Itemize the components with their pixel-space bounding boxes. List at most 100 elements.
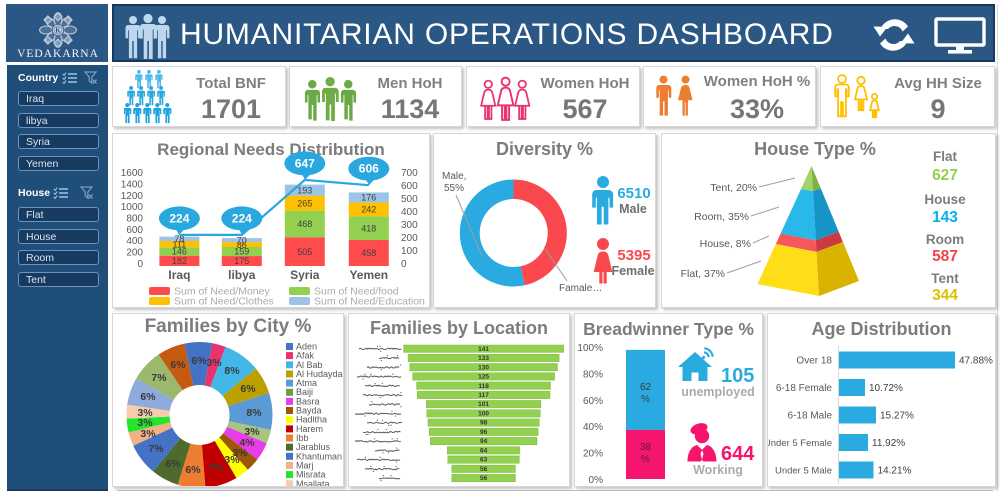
svg-text:libya: libya (228, 268, 256, 282)
svg-text:55%: 55% (444, 183, 464, 194)
svg-text:344: 344 (932, 287, 958, 304)
svg-text:Working: Working (693, 463, 743, 477)
svg-text:Sum of Need/Education: Sum of Need/Education (314, 296, 425, 308)
svg-text:VEDAKARNA: VEDAKARNA (17, 48, 99, 60)
svg-text:Under 5 Male: Under 5 Male (775, 466, 832, 477)
svg-text:182: 182 (172, 256, 187, 266)
svg-text:300: 300 (401, 220, 418, 231)
svg-text:627: 627 (932, 167, 958, 184)
svg-text:Famale…: Famale… (559, 283, 602, 294)
svg-text:7%: 7% (151, 372, 167, 384)
svg-text:62: 62 (640, 382, 652, 393)
svg-text:130: 130 (478, 364, 489, 371)
svg-text:6-18 Male: 6-18 Male (788, 411, 833, 422)
svg-text:11.92%: 11.92% (872, 438, 905, 449)
svg-text:600: 600 (401, 181, 418, 192)
svg-text:6%: 6% (240, 383, 256, 395)
svg-text:500: 500 (401, 194, 418, 205)
svg-text:5395: 5395 (617, 247, 650, 264)
svg-text:100: 100 (478, 410, 489, 417)
svg-text:Syria: Syria (290, 268, 320, 282)
svg-text:400: 400 (126, 236, 143, 247)
svg-text:700: 700 (401, 168, 418, 179)
svg-text:Male,: Male, (442, 171, 466, 182)
svg-text:200: 200 (126, 248, 143, 259)
svg-text:3%: 3% (224, 454, 240, 466)
svg-text:Al Hudaydah: Al Hudaydah (296, 369, 343, 379)
svg-text:Basra: Basra (296, 396, 320, 406)
svg-text:10.72%: 10.72% (869, 383, 903, 394)
svg-text:78: 78 (174, 234, 184, 244)
svg-text:3%: 3% (206, 357, 222, 369)
svg-text:%: % (641, 454, 650, 465)
svg-text:0: 0 (137, 259, 143, 270)
svg-text:458: 458 (361, 248, 376, 258)
svg-text:8%: 8% (246, 407, 262, 419)
svg-text:Iraq: Iraq (168, 268, 190, 282)
svg-text:242: 242 (361, 205, 376, 215)
svg-text:6%: 6% (140, 391, 156, 403)
svg-text:Aden: Aden (296, 342, 317, 352)
svg-text:40%: 40% (583, 422, 603, 433)
svg-text:647: 647 (295, 156, 315, 170)
svg-text:100: 100 (401, 246, 418, 257)
svg-text:70: 70 (237, 235, 247, 245)
svg-text:146: 146 (172, 247, 187, 257)
svg-text:6%: 6% (191, 355, 207, 367)
svg-text:14.21%: 14.21% (878, 466, 912, 477)
svg-text:6510: 6510 (617, 185, 650, 202)
svg-text:4%: 4% (239, 437, 255, 449)
svg-text:100%: 100% (577, 343, 603, 354)
svg-text:Marj: Marj (296, 460, 314, 470)
svg-text:159: 159 (234, 247, 249, 257)
svg-text:3%: 3% (137, 407, 153, 419)
svg-text:80%: 80% (583, 369, 603, 380)
svg-text:56: 56 (480, 466, 488, 473)
svg-text:468: 468 (297, 219, 312, 229)
svg-text:96: 96 (480, 429, 488, 436)
svg-text:Harem: Harem (296, 424, 323, 434)
svg-text:56: 56 (480, 475, 488, 482)
svg-text:418: 418 (361, 223, 376, 233)
svg-text:Male: Male (619, 202, 647, 216)
svg-text:118: 118 (478, 383, 489, 390)
svg-text:6%: 6% (170, 359, 186, 371)
svg-text:3%: 3% (140, 428, 156, 440)
svg-text:Sum of Need/food: Sum of Need/food (314, 286, 399, 298)
svg-text:6%: 6% (185, 464, 201, 476)
svg-text:6-18 Female: 6-18 Female (776, 383, 833, 394)
svg-text:Under 5 Female: Under 5 Female (768, 438, 832, 449)
svg-text:Female: Female (611, 264, 654, 278)
svg-text:0%: 0% (589, 475, 604, 486)
svg-text:Room, 35%: Room, 35% (694, 211, 749, 223)
svg-text:587: 587 (932, 248, 958, 265)
svg-text:15.27%: 15.27% (880, 411, 914, 422)
svg-text:86: 86 (237, 240, 247, 250)
svg-text:Al Bab: Al Bab (296, 360, 323, 370)
svg-text:unemployed: unemployed (681, 385, 755, 399)
svg-text:Ibb: Ibb (296, 433, 309, 443)
svg-text:117: 117 (478, 392, 489, 399)
svg-text:224: 224 (169, 211, 189, 225)
svg-text:House, 8%: House, 8% (700, 238, 751, 250)
svg-text:3%: 3% (137, 417, 153, 429)
svg-text:3%: 3% (244, 426, 260, 438)
svg-text:265: 265 (297, 198, 312, 208)
svg-text:Sum of Need/Clothes: Sum of Need/Clothes (174, 296, 274, 308)
svg-text:606: 606 (359, 162, 379, 176)
svg-text:98: 98 (480, 420, 488, 427)
svg-text:Misrata: Misrata (296, 470, 326, 480)
svg-text:Jarablus: Jarablus (296, 442, 331, 452)
svg-text:47.88%: 47.88% (959, 356, 993, 367)
svg-text:Haditha: Haditha (296, 415, 327, 425)
svg-text:Room: Room (926, 232, 964, 247)
svg-text:Yemen: Yemen (349, 268, 388, 282)
svg-text:176: 176 (361, 193, 376, 203)
svg-text:800: 800 (126, 214, 143, 225)
svg-text:Msallata: Msallata (296, 479, 330, 486)
svg-text:1400: 1400 (121, 179, 144, 190)
svg-text:Tent: Tent (931, 271, 959, 286)
svg-text:193: 193 (297, 185, 312, 195)
svg-text:101: 101 (478, 401, 489, 408)
svg-text:Over 18: Over 18 (796, 356, 832, 367)
